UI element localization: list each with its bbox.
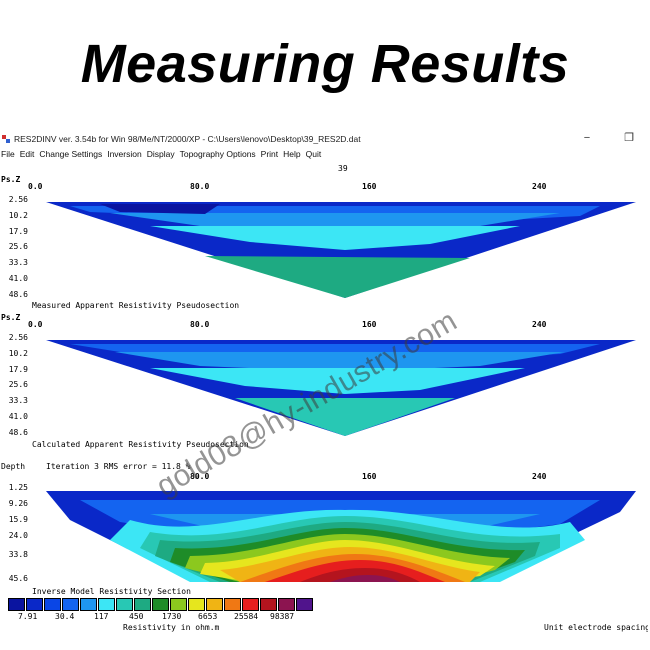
menu-edit[interactable]: Edit bbox=[19, 149, 35, 159]
measured-caption: Measured Apparent Resistivity Pseudosect… bbox=[32, 301, 240, 310]
legend-swatch bbox=[62, 598, 79, 611]
calculated-axis-label: Ps.Z bbox=[1, 313, 21, 322]
legend-swatch bbox=[296, 598, 313, 611]
measured-depth-7: 48.6 bbox=[8, 290, 28, 299]
measured-depth-5: 33.3 bbox=[8, 258, 28, 267]
legend-swatch bbox=[8, 598, 25, 611]
legend-swatch bbox=[188, 598, 205, 611]
measured-depth-3: 17.9 bbox=[8, 227, 28, 236]
menu-help[interactable]: Help bbox=[283, 149, 301, 159]
legend-value-8: 98387 bbox=[270, 612, 295, 621]
calculated-depth-6: 41.0 bbox=[8, 412, 28, 421]
menu-file[interactable]: File bbox=[1, 149, 15, 159]
inverse-depth-1: 1.25 bbox=[8, 483, 28, 492]
inverse-depth-3: 15.9 bbox=[8, 515, 28, 524]
x-tick-4b: 240 bbox=[532, 320, 547, 329]
calculated-depth-3: 17.9 bbox=[8, 365, 28, 374]
inverse-model-section bbox=[46, 491, 636, 582]
iteration-status: Iteration 3 RMS error = 11.8 % bbox=[46, 462, 191, 471]
legend-swatch bbox=[134, 598, 151, 611]
legend-swatch bbox=[44, 598, 61, 611]
menu-display[interactable]: Display bbox=[146, 149, 175, 159]
calculated-depth-4: 25.6 bbox=[8, 380, 28, 389]
window-title: RES2DINV ver. 3.54b for Win 98/Me/NT/200… bbox=[14, 134, 361, 144]
app-icon bbox=[1, 134, 11, 144]
calculated-depth-2: 10.2 bbox=[8, 349, 28, 358]
inverse-depth-2: 9.26 bbox=[8, 499, 28, 508]
menu-print[interactable]: Print bbox=[260, 149, 279, 159]
inverse-depth-6: 45.6 bbox=[8, 574, 28, 583]
measured-depth-1: 2.56 bbox=[8, 195, 28, 204]
measured-axis-label: Ps.Z bbox=[1, 175, 21, 184]
legend-value-4: 450 bbox=[129, 612, 144, 621]
inverse-depth-5: 33.8 bbox=[8, 550, 28, 559]
legend-swatch bbox=[224, 598, 241, 611]
legend-swatch bbox=[152, 598, 169, 611]
menu-topography-options[interactable]: Topography Options bbox=[179, 149, 256, 159]
calculated-caption: Calculated Apparent Resistivity Pseudose… bbox=[32, 440, 249, 449]
legend-swatch bbox=[206, 598, 223, 611]
menu-inversion[interactable]: Inversion bbox=[107, 149, 142, 159]
measured-depth-6: 41.0 bbox=[8, 274, 28, 283]
electrode-spacing-label: Unit electrode spacing 5.00 m. bbox=[544, 623, 648, 632]
x-tick-4c: 240 bbox=[532, 472, 547, 481]
legend-swatch bbox=[98, 598, 115, 611]
x-tick-2c: 80.0 bbox=[190, 472, 210, 481]
x-tick-1: 0.0 bbox=[28, 182, 43, 191]
legend-swatch bbox=[116, 598, 133, 611]
legend-value-7: 25584 bbox=[234, 612, 259, 621]
inverse-caption: Inverse Model Resistivity Section bbox=[32, 587, 191, 596]
banner: Measuring Results bbox=[0, 0, 650, 128]
legend-swatch bbox=[26, 598, 43, 611]
inverse-axis-label: Depth bbox=[1, 462, 26, 471]
legend-value-3: 117 bbox=[94, 612, 109, 621]
inverse-depth-4: 24.0 bbox=[8, 531, 28, 540]
legend-value-2: 30.4 bbox=[55, 612, 75, 621]
calculated-depth-1: 2.56 bbox=[8, 333, 28, 342]
x-tick-1b: 0.0 bbox=[28, 320, 43, 329]
legend-value-1: 7.91 bbox=[18, 612, 38, 621]
data-set-number: 39 bbox=[338, 164, 348, 173]
banner-title: Measuring Results bbox=[80, 34, 570, 94]
x-tick-3b: 160 bbox=[362, 320, 377, 329]
restore-icon[interactable]: ❐ bbox=[624, 132, 634, 144]
x-tick-2: 80.0 bbox=[190, 182, 210, 191]
resistivity-unit-label: Resistivity in ohm.m bbox=[123, 623, 220, 632]
measured-depth-4: 25.6 bbox=[8, 242, 28, 251]
x-tick-4: 240 bbox=[532, 182, 547, 191]
menu-quit[interactable]: Quit bbox=[305, 149, 322, 159]
x-tick-2b: 80.0 bbox=[190, 320, 210, 329]
window-titlebar[interactable]: RES2DINV ver. 3.54b for Win 98/Me/NT/200… bbox=[0, 131, 650, 147]
legend-value-6: 6653 bbox=[198, 612, 218, 621]
calculated-depth-5: 33.3 bbox=[8, 396, 28, 405]
x-tick-3c: 160 bbox=[362, 472, 377, 481]
calculated-pseudosection bbox=[46, 340, 636, 436]
legend-swatch bbox=[170, 598, 187, 611]
legend-value-5: 1730 bbox=[162, 612, 182, 621]
menu-change-settings[interactable]: Change Settings bbox=[39, 149, 103, 159]
measured-pseudosection bbox=[46, 202, 636, 298]
minimize-icon[interactable]: − bbox=[583, 132, 591, 144]
menu-bar: File Edit Change Settings Inversion Disp… bbox=[0, 148, 650, 161]
legend-swatch bbox=[260, 598, 277, 611]
calculated-depth-7: 48.6 bbox=[8, 428, 28, 437]
legend-swatch bbox=[278, 598, 295, 611]
legend-swatch bbox=[242, 598, 259, 611]
x-tick-3: 160 bbox=[362, 182, 377, 191]
legend-swatch bbox=[80, 598, 97, 611]
measured-depth-2: 10.2 bbox=[8, 211, 28, 220]
